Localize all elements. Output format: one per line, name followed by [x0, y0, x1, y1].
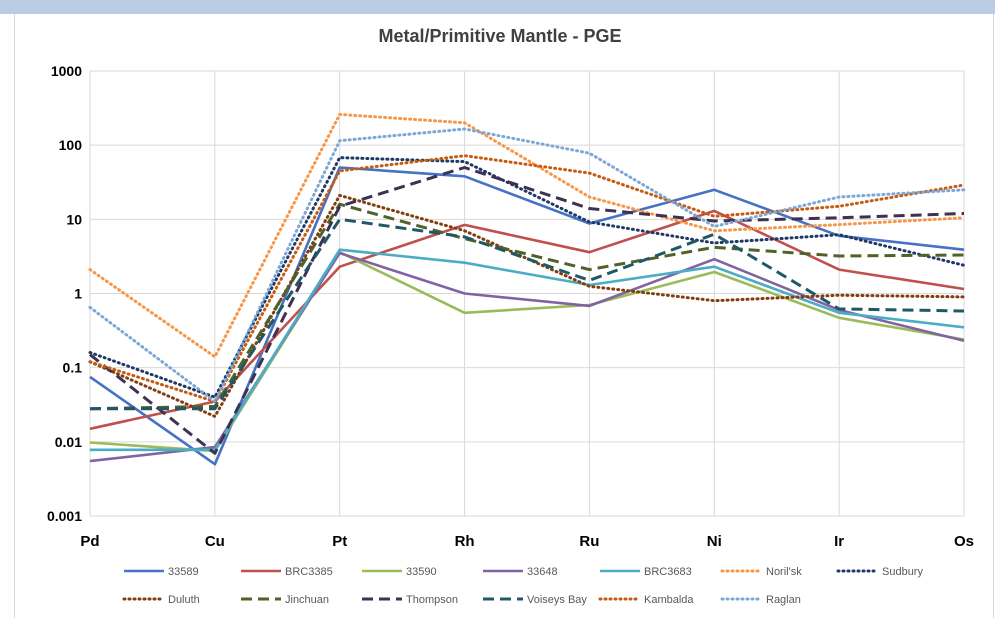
x-tick-label: Ir: [834, 533, 844, 550]
series-lines: [88, 112, 966, 466]
series-line-33590: [89, 250, 965, 453]
legend-label: BRC3385: [285, 566, 333, 578]
series-line-33648: [89, 251, 965, 463]
x-tick-label: Ru: [579, 533, 599, 550]
series-line-duluth: [88, 193, 966, 418]
legend-label: BRC3683: [644, 566, 692, 578]
legend-label: Duluth: [168, 594, 200, 606]
legend-label: Noril'sk: [766, 566, 802, 578]
series-line-kambalda: [88, 154, 966, 403]
legend-label: Jinchuan: [285, 594, 329, 606]
series-line-sudbury: [88, 156, 966, 399]
x-axis-ticks: Pd Cu Pt Rh Ru Ni Ir Os: [80, 533, 974, 550]
legend-label: 33589: [168, 566, 199, 578]
legend-label: 33590: [406, 566, 437, 578]
legend-label: Thompson: [406, 594, 458, 606]
top-band: [0, 0, 995, 14]
y-tick-label: 10: [66, 211, 82, 227]
series-line-thompson: [89, 166, 965, 455]
legend: 33589 BRC3385 33590 33648 BRC3683 Noril'sk Sud…: [122, 566, 923, 606]
series-line-raglan: [88, 127, 966, 403]
series-line-brc3683: [90, 248, 965, 452]
legend-label: Sudbury: [882, 566, 923, 578]
x-tick-label: Cu: [205, 533, 225, 550]
legend-label: 33648: [527, 566, 558, 578]
y-tick-label: 100: [59, 137, 83, 153]
x-tick-label: Pt: [332, 533, 347, 550]
y-axis-ticks: 0.001 0.01 0.1 1 10 100 1000: [47, 63, 82, 524]
y-tick-label: 1: [74, 286, 82, 302]
x-tick-label: Os: [954, 533, 974, 550]
series-line-noril-sk: [88, 112, 966, 359]
series-line-jinchuan: [89, 202, 965, 411]
legend-label: Raglan: [766, 594, 801, 606]
y-tick-label: 0.01: [55, 434, 82, 450]
legend-label: Kambalda: [644, 594, 694, 606]
x-tick-label: Rh: [455, 533, 475, 550]
chart-title: Metal/Primitive Mantle - PGE: [378, 26, 621, 46]
x-tick-label: Ni: [707, 533, 722, 550]
y-tick-label: 0.001: [47, 508, 82, 524]
x-tick-label: Pd: [80, 533, 99, 550]
series-line-voiseys-bay: [90, 217, 965, 411]
y-tick-label: 1000: [51, 63, 82, 79]
y-tick-label: 0.1: [63, 360, 83, 376]
legend-label: Voiseys Bay: [527, 594, 587, 606]
